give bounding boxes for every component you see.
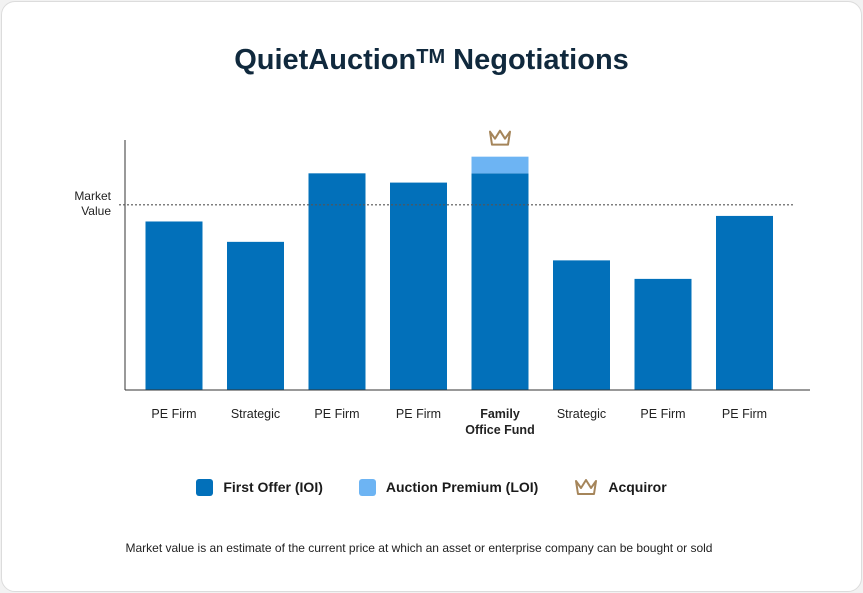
x-tick-label: Family [480, 407, 520, 421]
bar-first-offer [553, 260, 610, 390]
footnote: Market value is an estimate of the curre… [125, 541, 713, 555]
bar-first-offer [308, 173, 366, 390]
legend-item-first-offer: First Offer (IOI) [196, 478, 323, 496]
legend-item-acquiror: Acquiror [574, 478, 667, 496]
chart-title: QuietAuctionTM Negotiations [0, 44, 863, 77]
bar-first-offer [227, 241, 284, 390]
legend-swatch-first-offer [196, 478, 214, 496]
legend-label: First Offer (IOI) [223, 479, 323, 495]
bar-first-offer [471, 173, 529, 390]
legend-label: Auction Premium (LOI) [385, 479, 539, 495]
x-tick-label: Strategic [231, 407, 280, 421]
x-tick-label: PE Firm [722, 407, 767, 421]
title-trademark: TM [416, 46, 446, 68]
crown-icon [575, 479, 598, 495]
x-tick-label: Office Fund [465, 423, 534, 437]
bar-first-offer [145, 221, 203, 390]
bar-first-offer [634, 278, 692, 390]
legend: First Offer (IOI) Auction Premium (LOI) … [0, 478, 863, 496]
x-tick-label: PE Firm [314, 407, 359, 421]
x-tick-label: Strategic [557, 407, 606, 421]
legend-swatch-auction-premium [358, 478, 376, 496]
title-rest: Negotiations [445, 44, 629, 76]
market-value-label: Value [81, 204, 111, 218]
x-tick-label: PE Firm [151, 407, 196, 421]
title-main: QuietAuction [234, 44, 417, 76]
legend-label: Acquiror [608, 479, 667, 495]
bar-first-offer [390, 182, 447, 390]
bar-auction-premium [471, 156, 529, 174]
crown-icon [489, 129, 511, 146]
x-tick-label: PE Firm [640, 407, 685, 421]
market-value-label: Market [74, 189, 111, 203]
x-tick-label: PE Firm [396, 407, 441, 421]
bar-first-offer [716, 215, 773, 390]
legend-item-auction-premium: Auction Premium (LOI) [358, 478, 539, 496]
